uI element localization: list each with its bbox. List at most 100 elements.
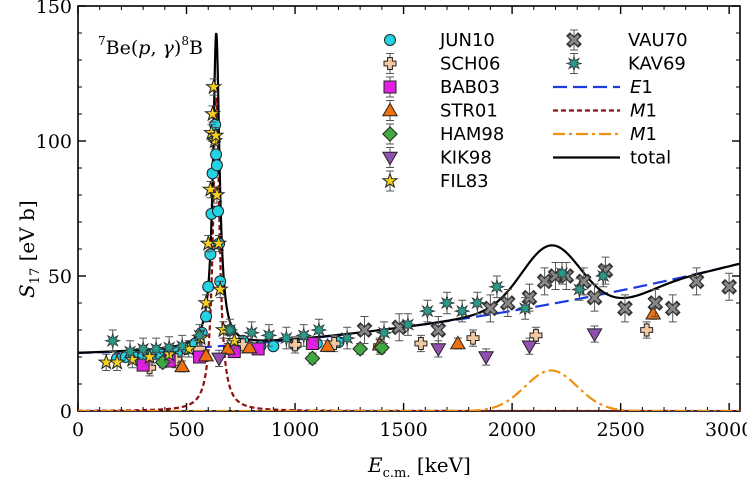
point-vau70-fill xyxy=(432,324,444,336)
legend-label-bab03: BAB03 xyxy=(440,77,500,98)
point-vau70-fill xyxy=(358,324,371,336)
point-jun10 xyxy=(211,205,224,218)
legend-label-sch06: SCH06 xyxy=(440,54,500,75)
point-fil83 xyxy=(197,293,215,311)
y-tick-label: 150 xyxy=(36,0,72,18)
y-axis-title: S17 [eV b] xyxy=(15,200,43,298)
x-tick-label: 1000 xyxy=(271,419,319,441)
point-kav69 xyxy=(488,278,506,296)
point-kav69 xyxy=(553,264,571,282)
point-vau70-fill xyxy=(502,297,514,309)
point-kav69 xyxy=(221,321,239,339)
point-str01 xyxy=(319,338,336,352)
point-kav69 xyxy=(594,267,612,285)
point-str01 xyxy=(174,358,191,373)
point-kav69 xyxy=(191,326,209,344)
curve-m1-dashdot xyxy=(78,369,740,411)
point-kav69 xyxy=(399,316,417,334)
point-kav69 xyxy=(418,302,436,320)
point-kav69 xyxy=(375,324,393,342)
point-vau70-fill xyxy=(619,302,631,314)
point-fil83 xyxy=(208,185,226,203)
point-sch06 xyxy=(414,337,428,350)
point-kav69 xyxy=(468,294,486,312)
legend-label-kik98: KIK98 xyxy=(440,148,492,169)
point-jun10 xyxy=(210,148,223,161)
point-ham98 xyxy=(352,340,369,357)
point-fil83 xyxy=(141,347,159,365)
point-str01 xyxy=(219,340,236,355)
point-kav69 xyxy=(173,337,191,355)
point-kav69 xyxy=(310,321,328,339)
legend-marker-sch06 xyxy=(383,57,397,70)
point-ham98 xyxy=(304,350,321,367)
point-vau70-fill xyxy=(649,297,661,309)
legend-marker-kav69 xyxy=(565,54,583,73)
legend-marker-bab03 xyxy=(383,80,397,94)
x-tick-label: 500 xyxy=(168,419,204,441)
point-kav69 xyxy=(134,340,152,358)
legend-label-total: total xyxy=(630,148,671,169)
point-kik98 xyxy=(478,351,495,366)
point-jun10 xyxy=(200,310,213,323)
data-points xyxy=(97,77,738,377)
point-kik98 xyxy=(586,328,603,343)
point-kav69 xyxy=(121,343,139,361)
y-tick-label: 0 xyxy=(60,401,72,423)
x-axis-title: Ec.m. [keV] xyxy=(367,453,471,480)
legend-label-str01: STR01 xyxy=(440,101,498,122)
point-fil83 xyxy=(108,353,126,370)
point-sch06 xyxy=(529,328,543,342)
point-kav69 xyxy=(147,340,165,358)
point-str01 xyxy=(449,335,466,350)
point-kik98 xyxy=(521,340,538,355)
point-sch06 xyxy=(466,331,480,345)
point-kav69 xyxy=(243,324,261,342)
point-kav69 xyxy=(295,326,313,344)
point-vau70-fill xyxy=(523,292,536,304)
point-vau70-fill xyxy=(484,302,496,314)
point-sch06 xyxy=(288,338,302,352)
point-str01 xyxy=(645,305,662,320)
x-tick-label: 0 xyxy=(72,419,84,441)
point-kav69 xyxy=(438,294,456,312)
legend-marker-ham98 xyxy=(382,126,398,142)
x-tick-label: 2500 xyxy=(596,419,644,441)
point-str01 xyxy=(198,347,215,362)
legend-marker-jun10 xyxy=(384,34,396,46)
point-str01 xyxy=(241,339,258,354)
point-kik98 xyxy=(211,352,228,367)
legend-label-m1: M1 xyxy=(630,124,657,145)
legend-label-fil83: FIL83 xyxy=(440,171,489,192)
point-jun10 xyxy=(204,248,217,261)
point-sch06 xyxy=(640,323,654,337)
y-tick-label: 100 xyxy=(36,131,72,153)
legend-marker-vau70-fill xyxy=(568,34,580,46)
point-kik98 xyxy=(430,343,447,358)
point-fil83 xyxy=(210,234,228,251)
legend-label-m1: M1 xyxy=(630,101,657,122)
curve-e1-dashed xyxy=(78,262,740,355)
axis-ticks xyxy=(77,5,740,412)
point-fil83 xyxy=(203,104,222,122)
x-tick-label: 1500 xyxy=(379,419,427,441)
point-kav69 xyxy=(453,302,471,320)
point-vau70-fill xyxy=(667,302,679,314)
legend-label-vau70: VAU70 xyxy=(628,30,688,51)
point-kav69 xyxy=(260,326,278,344)
point-fil83 xyxy=(205,77,223,95)
legend-label-jun10: JUN10 xyxy=(439,30,495,51)
legend-label-kav69: KAV69 xyxy=(628,54,686,75)
reaction-annotation: 7Be(p, γ)8B xyxy=(98,34,203,59)
point-fil83 xyxy=(225,331,243,349)
curve-m1-dotted xyxy=(78,97,740,411)
point-vau70-fill xyxy=(691,275,703,287)
legend-label-ham98: HAM98 xyxy=(440,124,504,145)
legend-label-e1: E1 xyxy=(630,77,653,98)
point-kav69 xyxy=(516,299,534,317)
y-tick-label: 50 xyxy=(48,266,72,288)
